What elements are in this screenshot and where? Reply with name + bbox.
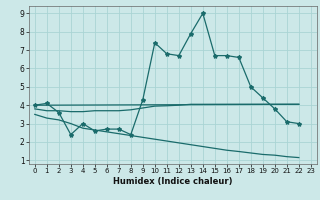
X-axis label: Humidex (Indice chaleur): Humidex (Indice chaleur) [113, 177, 233, 186]
